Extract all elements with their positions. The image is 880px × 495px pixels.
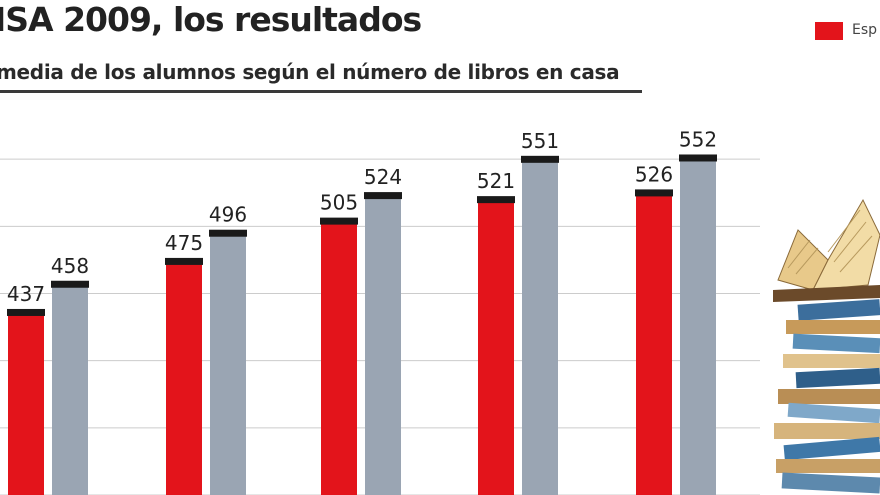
bar-series-a-3: [321, 219, 357, 495]
data-label-series-a-4: 521: [477, 169, 515, 193]
legend-label-esp: Esp: [852, 22, 878, 38]
bar-series-b-3: [365, 194, 401, 495]
data-label-series-a-1: 437: [7, 282, 45, 306]
bar-series-b-1: [52, 282, 88, 495]
data-label-series-b-1: 458: [51, 254, 89, 278]
bar-series-a-4: [478, 198, 514, 495]
bar-cap-series-b-1: [51, 280, 89, 288]
bar-cap-series-a-3: [320, 217, 358, 225]
bar-series-b-5: [680, 156, 716, 495]
chart-subtitle: media de los alumnos según el número de …: [0, 60, 620, 84]
bar-series-a-5: [636, 191, 672, 495]
bar-chart: 437 475 505 521 526 458 496 524 551 552: [0, 127, 760, 495]
bar-cap-series-b-2: [209, 229, 247, 237]
data-label-series-b-3: 524: [364, 165, 402, 189]
legend-swatch-esp: [815, 22, 843, 40]
subtitle-divider: [0, 90, 642, 93]
bar-series-b-2: [210, 231, 246, 495]
bar-cap-series-a-2: [165, 257, 203, 265]
chart-title: ISA 2009, los resultados: [0, 0, 422, 39]
bar-cap-series-a-5: [635, 189, 673, 197]
data-label-series-b-2: 496: [209, 203, 247, 227]
bar-cap-series-b-5: [679, 154, 717, 162]
data-label-series-a-5: 526: [635, 162, 673, 186]
data-label-series-a-3: 505: [320, 191, 358, 215]
data-label-series-b-4: 551: [521, 129, 559, 153]
bar-series-b-4: [522, 157, 558, 495]
bar-cap-series-b-4: [521, 155, 559, 163]
data-label-series-b-5: 552: [679, 127, 717, 151]
bar-series-a-2: [166, 259, 202, 495]
data-label-series-a-2: 475: [165, 231, 203, 255]
bar-cap-series-a-1: [7, 308, 45, 316]
book-stack-icon: [773, 198, 880, 494]
bar-cap-series-b-3: [364, 192, 402, 200]
bar-cap-series-a-4: [477, 196, 515, 204]
bar-series-a-1: [8, 310, 44, 495]
